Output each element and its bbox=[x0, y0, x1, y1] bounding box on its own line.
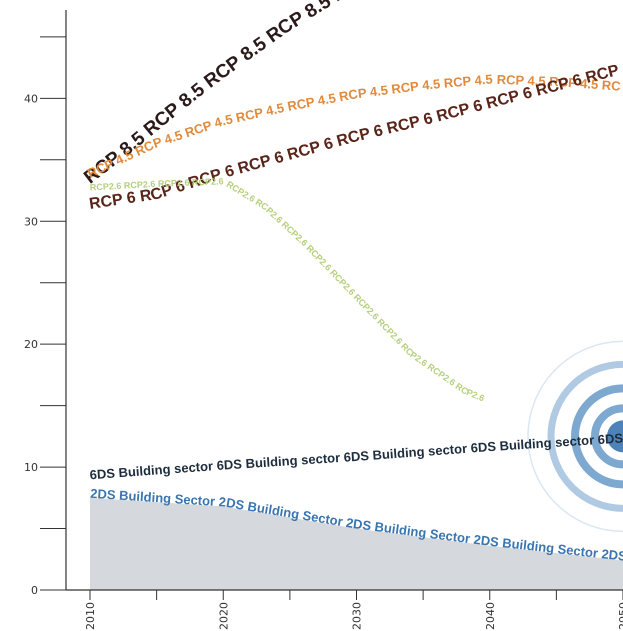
target-ring-3 bbox=[591, 404, 623, 469]
y-tick-label: 20 bbox=[24, 338, 38, 351]
x-tick-label: 2020 bbox=[217, 602, 230, 630]
target-marker bbox=[527, 340, 623, 533]
target-ring-2 bbox=[571, 384, 623, 489]
series-label-4: 6DS Building sector 6DS Building sector … bbox=[66, 0, 623, 482]
series-path-3 bbox=[90, 184, 623, 448]
y-tick-label: 30 bbox=[24, 215, 38, 228]
area-2ds bbox=[90, 497, 623, 590]
area-layer bbox=[90, 497, 623, 590]
y-tick-label: 10 bbox=[24, 461, 38, 474]
series-label-3: RCP2.6 RCP2.6 RCP2.6 RCP2.6 RCP2.6 RCP2.… bbox=[90, 176, 486, 403]
target-ring-1 bbox=[547, 360, 623, 512]
target-ring-4 bbox=[607, 420, 623, 453]
x-tick-label: 2030 bbox=[351, 602, 364, 630]
x-tick-label: 2050 bbox=[617, 602, 623, 630]
y-tick-label: 40 bbox=[24, 92, 38, 105]
target-ring-0 bbox=[527, 340, 623, 533]
x-tick-label: 2040 bbox=[484, 602, 497, 630]
series-layer: RCP 8.5 RCP 8.5 RCP 8.5 RCP 8.5 RCP 8.5 … bbox=[66, 0, 623, 564]
y-tick-label: 0 bbox=[31, 584, 38, 597]
x-tick-label: 2010 bbox=[84, 602, 97, 630]
